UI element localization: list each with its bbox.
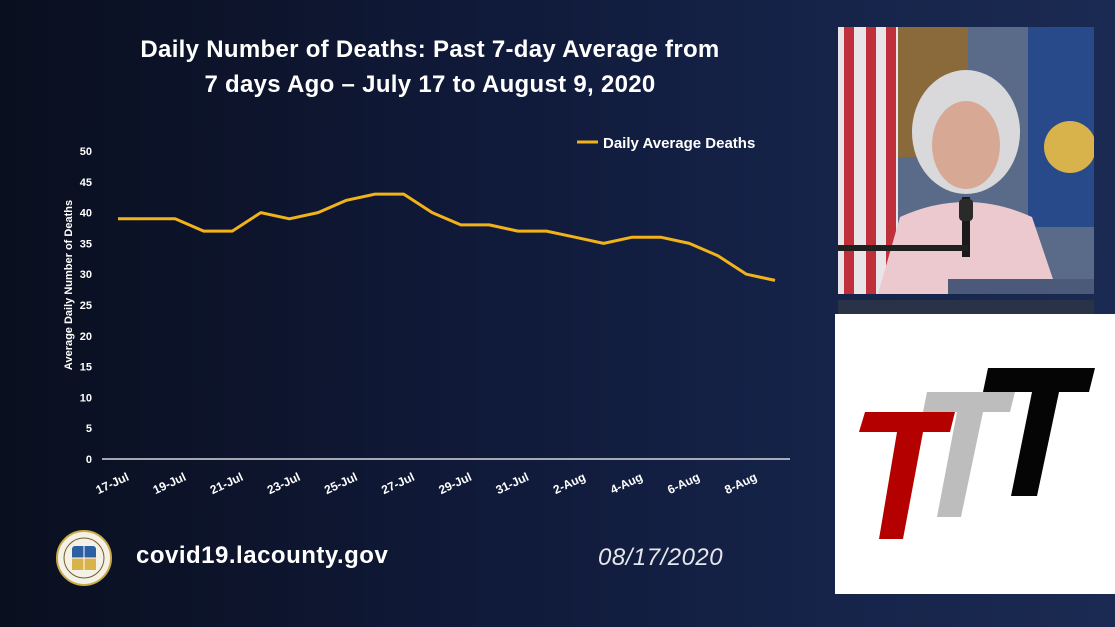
x-tick-label: 19-Jul: [151, 470, 188, 497]
y-tick-label: 20: [80, 331, 92, 343]
line-chart: 0 5 10 15 20 25 30 35 40 45 50 17-Jul 19-Jul 21-Jul 2…: [63, 135, 790, 497]
y-tick-label: 35: [80, 238, 92, 250]
x-tick-label: 25-Jul: [322, 470, 359, 497]
speaker-video-thumbnail: [838, 27, 1094, 294]
y-tick-label: 25: [80, 300, 92, 312]
y-tick-label: 5: [86, 423, 92, 435]
x-axis-ticks: 17-Jul 19-Jul 21-Jul 23-Jul 25-Jul 27-Jul 29-J…: [94, 470, 759, 497]
x-tick-label: 8-Aug: [722, 470, 759, 497]
tt-logo: [835, 314, 1115, 594]
x-tick-label: 4-Aug: [608, 470, 645, 497]
x-tick-label: 21-Jul: [208, 470, 245, 497]
chart-title-line1: Daily Number of Deaths: Past 7-day Avera…: [140, 36, 720, 63]
website-url: covid19.lacounty.gov: [136, 542, 389, 569]
x-tick-label: 6-Aug: [665, 470, 702, 497]
y-tick-label: 15: [80, 362, 92, 374]
legend-label: Daily Average Deaths: [603, 135, 755, 152]
slide-date: 08/17/2020: [598, 544, 724, 571]
tt-logo-icon: [859, 368, 1095, 539]
y-tick-label: 10: [80, 392, 92, 404]
y-tick-label: 40: [80, 208, 92, 220]
y-tick-label: 45: [80, 177, 92, 189]
video-frame-strip: [838, 300, 1094, 314]
x-tick-label: 23-Jul: [265, 470, 302, 497]
y-axis-label: Average Daily Number of Deaths: [63, 200, 75, 370]
legend: Daily Average Deaths: [577, 135, 755, 152]
x-tick-label: 29-Jul: [436, 470, 473, 497]
x-tick-label: 17-Jul: [94, 470, 131, 497]
y-axis-ticks: 0 5 10 15 20 25 30 35 40 45 50: [80, 146, 92, 466]
x-tick-label: 27-Jul: [379, 470, 416, 497]
chart-title-line2: 7 days Ago – July 17 to August 9, 2020: [204, 71, 656, 98]
series-line-daily-average-deaths: [118, 192, 776, 282]
y-tick-label: 30: [80, 269, 92, 281]
y-tick-label: 0: [86, 454, 92, 466]
x-tick-label: 31-Jul: [494, 470, 531, 497]
y-tick-label: 50: [80, 146, 92, 158]
chart-title: Daily Number of Deaths: Past 7-day Avera…: [60, 32, 800, 102]
county-seal-icon: [56, 530, 112, 586]
x-tick-label: 2-Aug: [551, 470, 588, 497]
